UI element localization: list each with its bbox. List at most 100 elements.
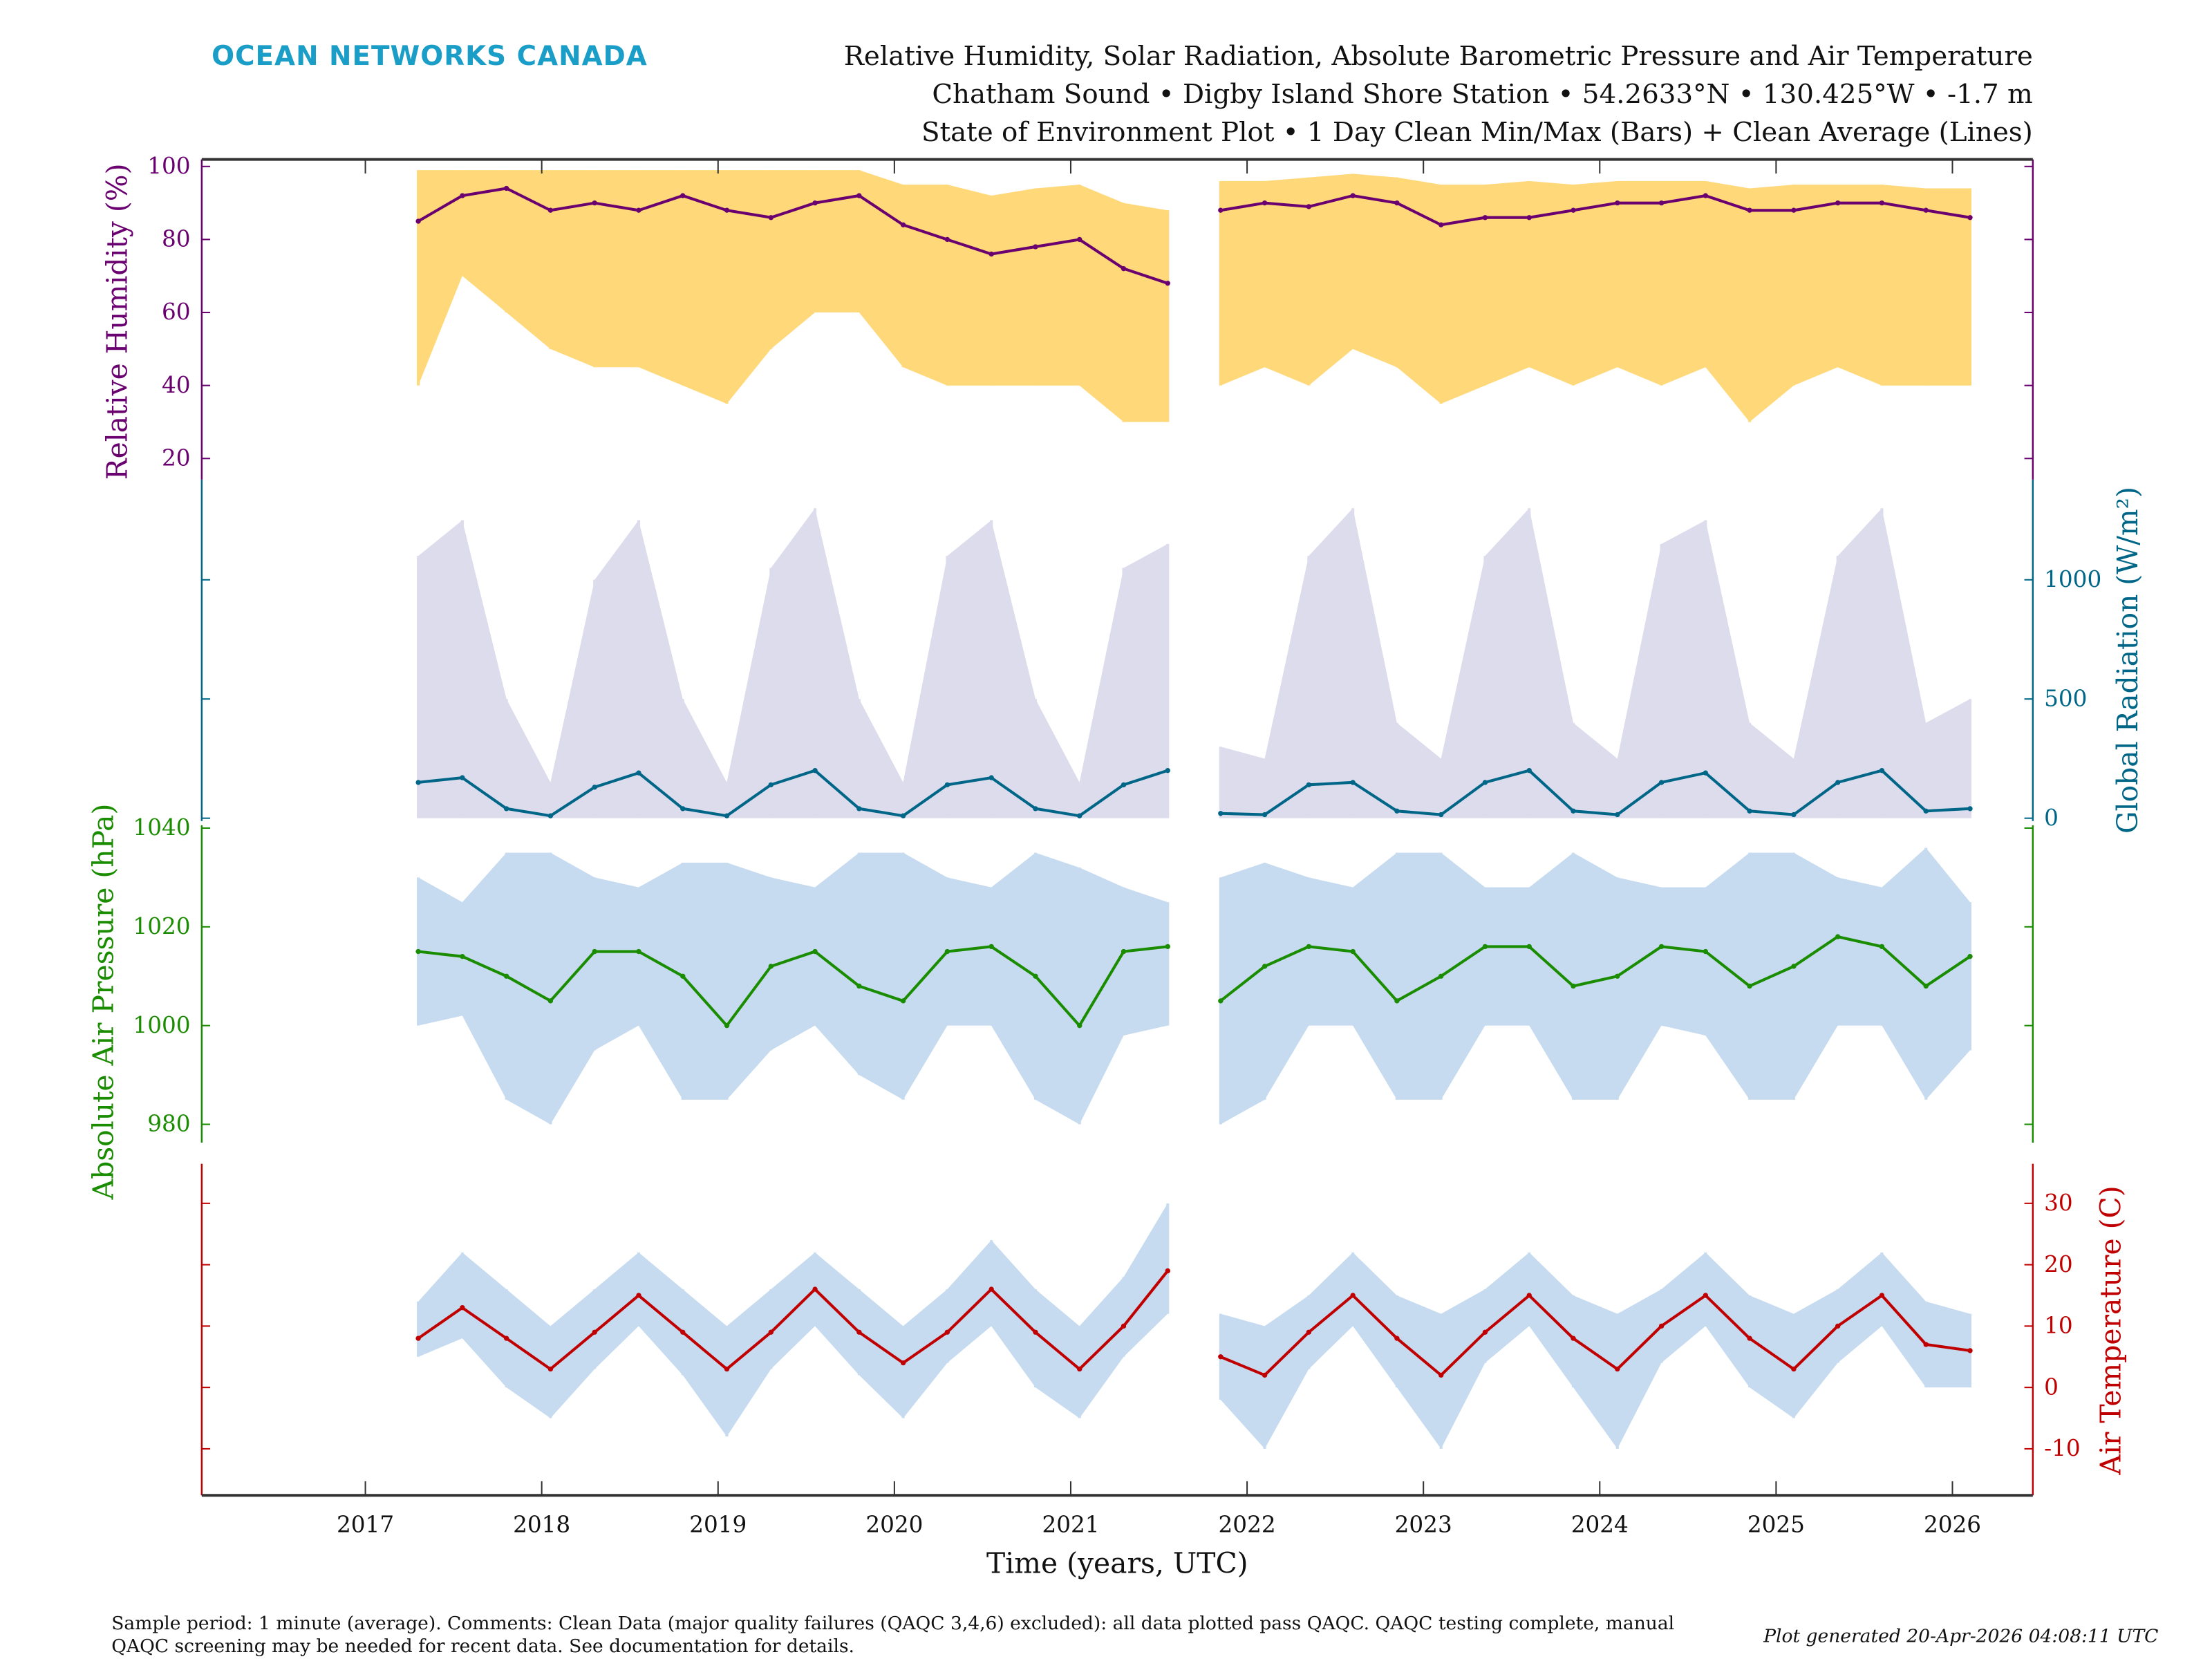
temperature-average-point	[1394, 1335, 1400, 1341]
pressure-tick-label: 1000	[133, 1012, 190, 1038]
solar-minmax-band	[1220, 508, 1970, 818]
humidity-minmax-band	[1220, 174, 1970, 422]
humidity-average-point	[812, 200, 818, 206]
solar-average-point	[724, 813, 730, 818]
solar-average-point	[1747, 808, 1752, 814]
temperature-average-point	[460, 1305, 465, 1311]
solar-average-point	[768, 782, 774, 788]
solar-average-point	[1438, 812, 1444, 818]
temperature-minmax-band	[418, 1203, 1168, 1437]
solar-average-point	[1306, 782, 1312, 788]
pressure-average-point	[988, 944, 994, 950]
solar-average-point	[1077, 813, 1082, 818]
chart-subtitle-plot-type: State of Environment Plot • 1 Day Clean …	[921, 117, 2033, 148]
temperature-average-point	[1703, 1293, 1709, 1298]
pressure-average-point	[1306, 944, 1312, 950]
onc-logo: OCEAN NETWORKS CANADA	[212, 41, 648, 72]
solar-average-point	[1923, 808, 1929, 814]
solar-minmax-band	[418, 508, 1168, 818]
temperature-average-point	[1658, 1323, 1665, 1329]
humidity-average-point	[724, 207, 730, 213]
pressure-average-point	[1747, 983, 1752, 989]
humidity-average-point	[1482, 215, 1488, 221]
humidity-average-point	[1967, 215, 1973, 221]
x-tick-label: 2018	[513, 1511, 570, 1537]
temperature-tick-label: 10	[2044, 1313, 2073, 1339]
pressure-minmax-band	[418, 852, 1168, 1125]
pressure-average-point	[944, 948, 950, 955]
pressure-average-point	[1571, 983, 1576, 989]
temperature-average-point	[1835, 1323, 1841, 1329]
humidity-minmax-band	[418, 170, 1168, 422]
pressure-average-line	[418, 945, 1168, 1029]
axes: 2040608010005001000980100010201040-10010…	[133, 153, 2101, 1537]
temperature-average-line	[417, 1270, 1169, 1371]
pressure-average-point	[724, 1023, 730, 1029]
temperature-average-point	[900, 1360, 906, 1366]
pressure-average-point	[1165, 944, 1170, 950]
humidity-average-point	[1218, 207, 1224, 213]
x-tick-label: 2019	[689, 1511, 747, 1537]
humidity-average-point	[415, 218, 421, 224]
x-tick-label: 2026	[1924, 1511, 1981, 1537]
pressure-average-point	[1077, 1023, 1082, 1029]
humidity-average-point	[988, 251, 994, 257]
humidity-average-point	[1438, 222, 1444, 227]
temperature-average-point	[680, 1329, 686, 1335]
temperature-average-point	[1438, 1372, 1444, 1378]
humidity-average-point	[592, 200, 597, 206]
temperature-average-point	[1218, 1354, 1224, 1360]
humidity-average-point	[460, 193, 465, 198]
pressure-average-point	[415, 948, 421, 955]
pressure-average-point	[1394, 998, 1400, 1004]
pressure-axis-label: Absolute Air Pressure (hPa)	[86, 804, 120, 1201]
humidity-average-point	[1703, 193, 1709, 198]
solar-average-point	[1615, 812, 1620, 818]
humidity-average-point	[1835, 200, 1841, 206]
solar-average-line	[1220, 769, 1971, 816]
average-lines	[415, 185, 1973, 1378]
pressure-average-point	[1835, 934, 1841, 939]
temperature-average-point	[1033, 1329, 1038, 1335]
temperature-tick-label: 20	[2044, 1251, 2073, 1277]
humidity-average-point	[856, 193, 862, 198]
min-max-bands	[417, 170, 1972, 1449]
temperature-average-point	[1306, 1329, 1312, 1335]
pressure-average-point	[460, 954, 465, 959]
temperature-average-point	[1262, 1372, 1268, 1378]
chart-title: Relative Humidity, Solar Radiation, Abso…	[844, 41, 2033, 72]
temperature-average-point	[503, 1335, 509, 1341]
pressure-average-point	[636, 948, 641, 955]
x-tick-label: 2017	[337, 1511, 394, 1537]
humidity-average-point	[1747, 207, 1752, 213]
solar-average-point	[988, 775, 994, 780]
x-tick-label: 2023	[1395, 1511, 1452, 1537]
pressure-tick-label: 1040	[133, 814, 190, 841]
pressure-average-point	[900, 998, 906, 1004]
temperature-average-point	[1747, 1335, 1752, 1341]
temperature-average-point	[1791, 1366, 1797, 1372]
solar-average-point	[1033, 806, 1038, 812]
temperature-average-point	[724, 1366, 730, 1372]
solar-tick-label: 1000	[2044, 566, 2101, 592]
temperature-average-point	[415, 1335, 421, 1341]
humidity-average-point	[1394, 200, 1400, 206]
temperature-average-point	[1879, 1293, 1885, 1298]
temperature-tick-label: 0	[2044, 1374, 2059, 1400]
pressure-average-point	[1923, 983, 1929, 989]
humidity-average-point	[1350, 193, 1356, 198]
temperature-average-point	[1350, 1293, 1356, 1298]
solar-average-point	[856, 806, 862, 812]
x-tick-label: 2025	[1747, 1511, 1805, 1537]
humidity-average-point	[1923, 207, 1929, 213]
x-tick-label: 2020	[865, 1511, 923, 1537]
solar-average-point	[1350, 780, 1356, 785]
solar-average-point	[812, 768, 818, 774]
solar-average-point	[944, 782, 950, 788]
pressure-average-point	[1121, 948, 1127, 955]
pressure-average-point	[1350, 948, 1356, 955]
humidity-average-point	[944, 236, 950, 243]
solar-average-point	[1835, 780, 1841, 785]
solar-average-point	[592, 785, 597, 790]
